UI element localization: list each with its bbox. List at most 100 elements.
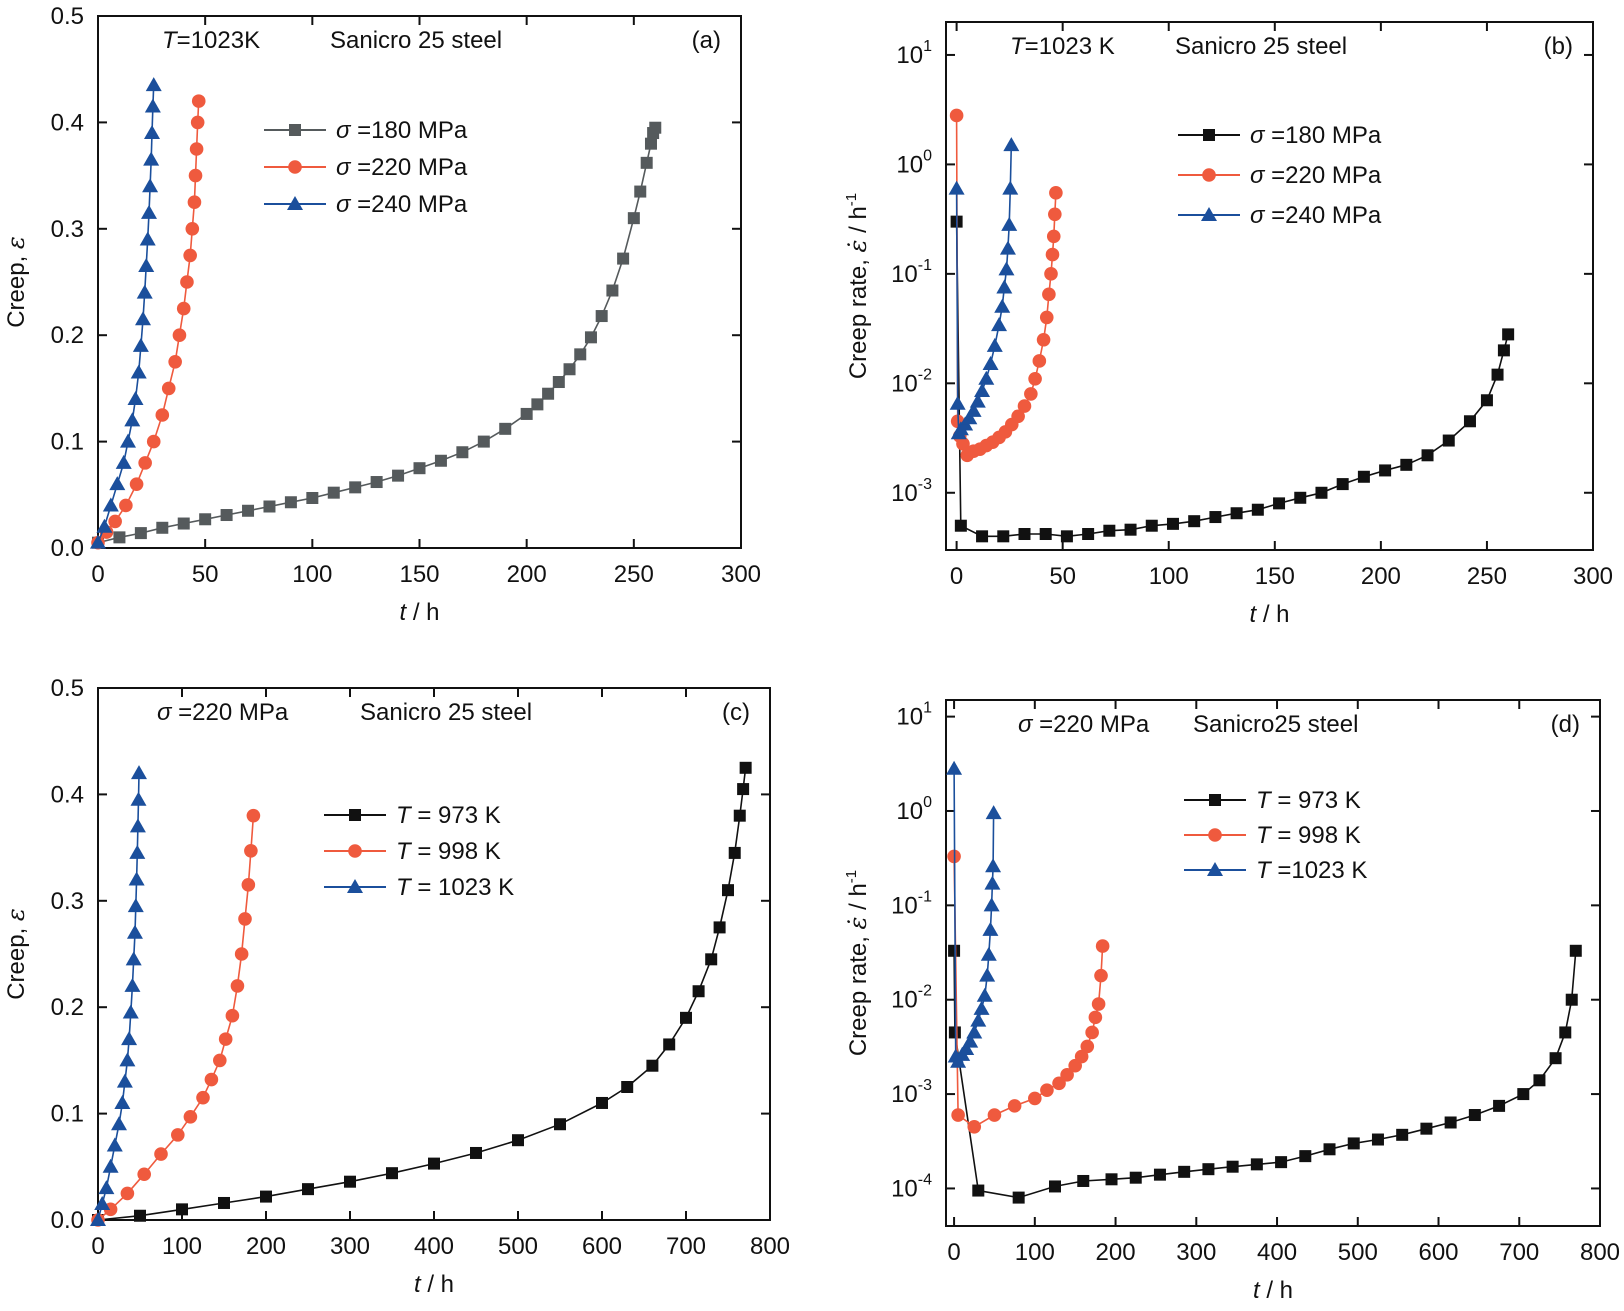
x-tick-label: 700 xyxy=(666,1233,706,1260)
x-axis-title: t / h xyxy=(1249,601,1289,628)
data-point xyxy=(218,1196,230,1209)
y-tick-label: 101 xyxy=(896,700,932,731)
data-point xyxy=(967,1120,982,1134)
data-point xyxy=(606,284,619,297)
legend-label: T = 973 K xyxy=(1256,787,1361,814)
x-axis-title: t / h xyxy=(399,599,439,626)
data-point xyxy=(1396,1128,1409,1141)
data-point xyxy=(1166,517,1179,530)
x-tick-label: 600 xyxy=(1418,1239,1458,1266)
data-point xyxy=(1400,458,1413,471)
data-point xyxy=(722,884,734,897)
data-point xyxy=(456,446,469,459)
x-axis-title: t / h xyxy=(1253,1277,1293,1304)
x-tick-label: 200 xyxy=(1096,1239,1136,1266)
data-point xyxy=(199,513,212,526)
data-point xyxy=(196,1090,210,1105)
series-square xyxy=(950,215,1515,543)
data-point xyxy=(1275,1156,1288,1169)
data-point xyxy=(634,185,647,198)
y-tick-label: 0.0 xyxy=(51,1207,84,1234)
panel-condition: T=1023 K xyxy=(1010,33,1115,60)
data-point xyxy=(120,433,137,448)
data-point xyxy=(327,486,340,499)
data-point xyxy=(1024,387,1038,401)
y-tick-label: 0.3 xyxy=(51,888,84,915)
data-point xyxy=(188,168,203,183)
y-tick-label: 101 xyxy=(896,38,932,69)
data-point xyxy=(1379,464,1392,477)
data-point xyxy=(1565,993,1578,1006)
data-point xyxy=(965,402,982,417)
x-tick-label: 250 xyxy=(614,561,654,588)
y-tick-label: 10-4 xyxy=(891,1171,932,1202)
data-point xyxy=(139,231,156,246)
x-tick-label: 800 xyxy=(750,1233,790,1260)
x-tick-label: 100 xyxy=(162,1233,202,1260)
data-point xyxy=(1202,1163,1215,1176)
data-point xyxy=(949,108,964,123)
series-triangle xyxy=(90,765,147,1226)
data-point xyxy=(692,985,705,998)
data-point xyxy=(1044,267,1058,281)
data-point xyxy=(563,363,576,376)
data-point xyxy=(1347,1137,1360,1150)
x-tick-label: 150 xyxy=(399,561,439,588)
data-point xyxy=(1209,511,1222,524)
series-line xyxy=(97,767,747,1221)
data-point xyxy=(114,1094,131,1109)
data-point xyxy=(985,858,1002,873)
data-point xyxy=(106,1137,123,1152)
data-point xyxy=(1323,1143,1336,1156)
legend-entry: T = 1023 K xyxy=(324,874,514,901)
x-tick-label: 100 xyxy=(292,561,332,588)
data-point xyxy=(1028,371,1042,386)
y-tick-label: 100 xyxy=(896,147,932,178)
data-point xyxy=(121,1031,138,1046)
data-point xyxy=(996,279,1013,294)
panel-condition: T=1023K xyxy=(162,27,260,54)
data-point xyxy=(1060,1068,1074,1082)
data-point xyxy=(234,947,249,961)
data-point xyxy=(124,977,141,992)
data-point xyxy=(621,1081,634,1093)
data-point xyxy=(434,454,447,467)
data-point xyxy=(958,1041,975,1056)
data-point xyxy=(554,1118,566,1131)
y-tick-label: 0.0 xyxy=(51,535,84,562)
data-point xyxy=(1559,1026,1572,1039)
data-point xyxy=(979,967,996,982)
data-point xyxy=(102,497,119,512)
data-point xyxy=(137,1167,151,1182)
legend-marker xyxy=(287,196,303,210)
panel-label: (d) xyxy=(1551,711,1580,738)
data-point xyxy=(161,381,176,396)
y-tick-label: 0.2 xyxy=(51,994,84,1021)
data-point xyxy=(144,98,161,113)
data-point xyxy=(956,437,970,451)
y-tick-label: 10-2 xyxy=(891,366,932,397)
legend-marker xyxy=(349,809,361,821)
panel-label: (a) xyxy=(692,27,721,54)
data-point xyxy=(1091,997,1106,1011)
data-point xyxy=(96,518,113,533)
data-point xyxy=(1517,1088,1530,1101)
data-point xyxy=(260,1190,272,1203)
data-point xyxy=(1048,207,1062,222)
data-point xyxy=(542,387,555,400)
data-point xyxy=(1273,497,1286,510)
data-point xyxy=(954,519,967,532)
series-square xyxy=(92,121,662,549)
data-point xyxy=(1493,1099,1506,1112)
x-tick-label: 500 xyxy=(498,1233,538,1260)
data-point xyxy=(986,337,1003,352)
data-point xyxy=(204,1072,219,1087)
data-point xyxy=(1129,1171,1142,1184)
legend-entry: σ =240 MPa xyxy=(264,191,468,218)
data-point xyxy=(737,783,750,796)
data-point xyxy=(1444,1116,1457,1129)
legend-entry: T = 998 K xyxy=(324,838,501,865)
y-tick-label: 100 xyxy=(896,794,932,825)
y-tick-label: 10-2 xyxy=(891,983,932,1014)
